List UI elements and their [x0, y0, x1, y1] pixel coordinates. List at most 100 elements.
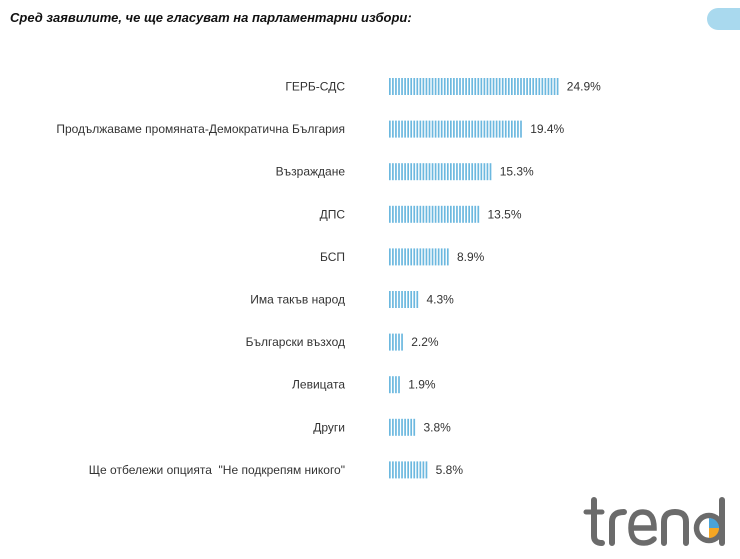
bar-stripe — [398, 333, 400, 351]
category-label: Левицата — [292, 378, 345, 392]
bar-stripe — [413, 78, 416, 95]
category-label: Други — [313, 420, 345, 434]
bar-stripe — [492, 120, 495, 138]
bar-stripe — [419, 120, 422, 138]
bar-stripe — [431, 163, 434, 181]
bar — [389, 461, 428, 479]
bar-stripe — [404, 163, 406, 181]
bar-stripe — [529, 78, 531, 95]
bar-stripe — [401, 120, 403, 138]
bar-stripe — [480, 120, 483, 138]
bar-stripe — [459, 120, 461, 138]
bar-stripe — [468, 78, 470, 95]
bar-stripe — [440, 205, 443, 223]
bar-stripe — [443, 163, 446, 181]
bar-stripe — [407, 205, 409, 223]
bar-row: Продължаваме промяната-Демократична Бълг… — [56, 120, 565, 138]
category-label: Продължаваме промяната-Демократична Бълг… — [56, 122, 345, 136]
bar-stripe — [404, 78, 406, 95]
bar-stripe — [392, 418, 394, 436]
bar-row: БСП 8.9% — [320, 248, 485, 266]
bar-stripe — [401, 333, 403, 351]
bar-stripe — [428, 248, 431, 266]
bar-stripe — [456, 205, 458, 223]
bar-stripe — [428, 163, 431, 181]
bar-stripe — [520, 120, 522, 138]
bar-stripe — [404, 248, 406, 266]
bar-stripe — [450, 78, 452, 95]
bar-stripe — [459, 78, 461, 95]
bar-stripe — [462, 163, 464, 181]
bar-stripe — [440, 120, 443, 138]
bar-stripe — [471, 163, 474, 181]
bar-stripe — [395, 248, 397, 266]
top-right-tab[interactable] — [707, 8, 740, 30]
bar-stripe — [416, 78, 419, 95]
value-label: 8.9% — [457, 250, 485, 264]
bar-stripe — [395, 120, 397, 138]
bar-stripe — [501, 78, 504, 95]
bar-stripe — [395, 461, 397, 479]
bar-stripe — [416, 205, 419, 223]
bar-stripe — [443, 205, 446, 223]
bar-stripe — [477, 78, 480, 95]
bar — [389, 333, 403, 351]
bar-stripe — [407, 78, 409, 95]
bar-stripe — [407, 248, 409, 266]
bar — [389, 248, 449, 266]
value-label: 24.9% — [567, 80, 601, 94]
bar-stripe — [532, 78, 535, 95]
bar-stripe — [413, 461, 416, 479]
bar-stripe — [486, 78, 489, 95]
bar-stripe — [389, 376, 391, 394]
bar-stripe — [389, 291, 391, 308]
bar-stripe — [453, 120, 455, 138]
trend-logo — [583, 497, 725, 546]
bar-stripe — [428, 120, 431, 138]
bar-stripe — [404, 418, 406, 436]
bar-stripe — [446, 205, 449, 223]
bar-stripe — [392, 291, 394, 308]
bar-stripe — [446, 163, 449, 181]
bar-stripe — [498, 120, 501, 138]
bar-stripe — [462, 78, 464, 95]
bar-stripe — [428, 78, 431, 95]
bar-stripe — [446, 78, 449, 95]
bar-stripe — [419, 163, 422, 181]
bar-stripe — [410, 120, 413, 138]
bar-stripe — [489, 120, 492, 138]
bar-stripe — [404, 120, 406, 138]
bar-stripe — [443, 78, 446, 95]
bar-stripe — [544, 78, 547, 95]
bar-stripe — [495, 120, 498, 138]
bar-stripe — [465, 163, 467, 181]
bar-stripe — [523, 78, 525, 95]
bar-stripe — [462, 205, 464, 223]
value-label: 15.3% — [500, 165, 534, 179]
bar-stripe — [450, 205, 452, 223]
bar-stripe — [453, 205, 455, 223]
bar-stripe — [437, 248, 440, 266]
bar-stripe — [398, 461, 400, 479]
bar-stripe — [410, 418, 413, 436]
bar-stripe — [550, 78, 553, 95]
bar-stripe — [422, 205, 425, 223]
bar-stripe — [416, 120, 419, 138]
bar-stripe — [416, 461, 419, 479]
bar-stripe — [392, 376, 394, 394]
bar-stripe — [413, 291, 416, 308]
bar-stripe — [395, 418, 397, 436]
bar-stripe — [443, 120, 446, 138]
bar-stripe — [425, 205, 428, 223]
bar-stripe — [456, 78, 458, 95]
bar-stripe — [398, 78, 400, 95]
bar-stripe — [425, 248, 428, 266]
bar — [389, 120, 522, 138]
bar-stripe — [422, 163, 425, 181]
bar-stripe — [434, 248, 437, 266]
bar-stripe — [413, 163, 416, 181]
bar-stripe — [422, 461, 425, 479]
bar-stripe — [440, 163, 443, 181]
value-label: 2.2% — [411, 335, 439, 349]
bar-stripe — [434, 78, 437, 95]
